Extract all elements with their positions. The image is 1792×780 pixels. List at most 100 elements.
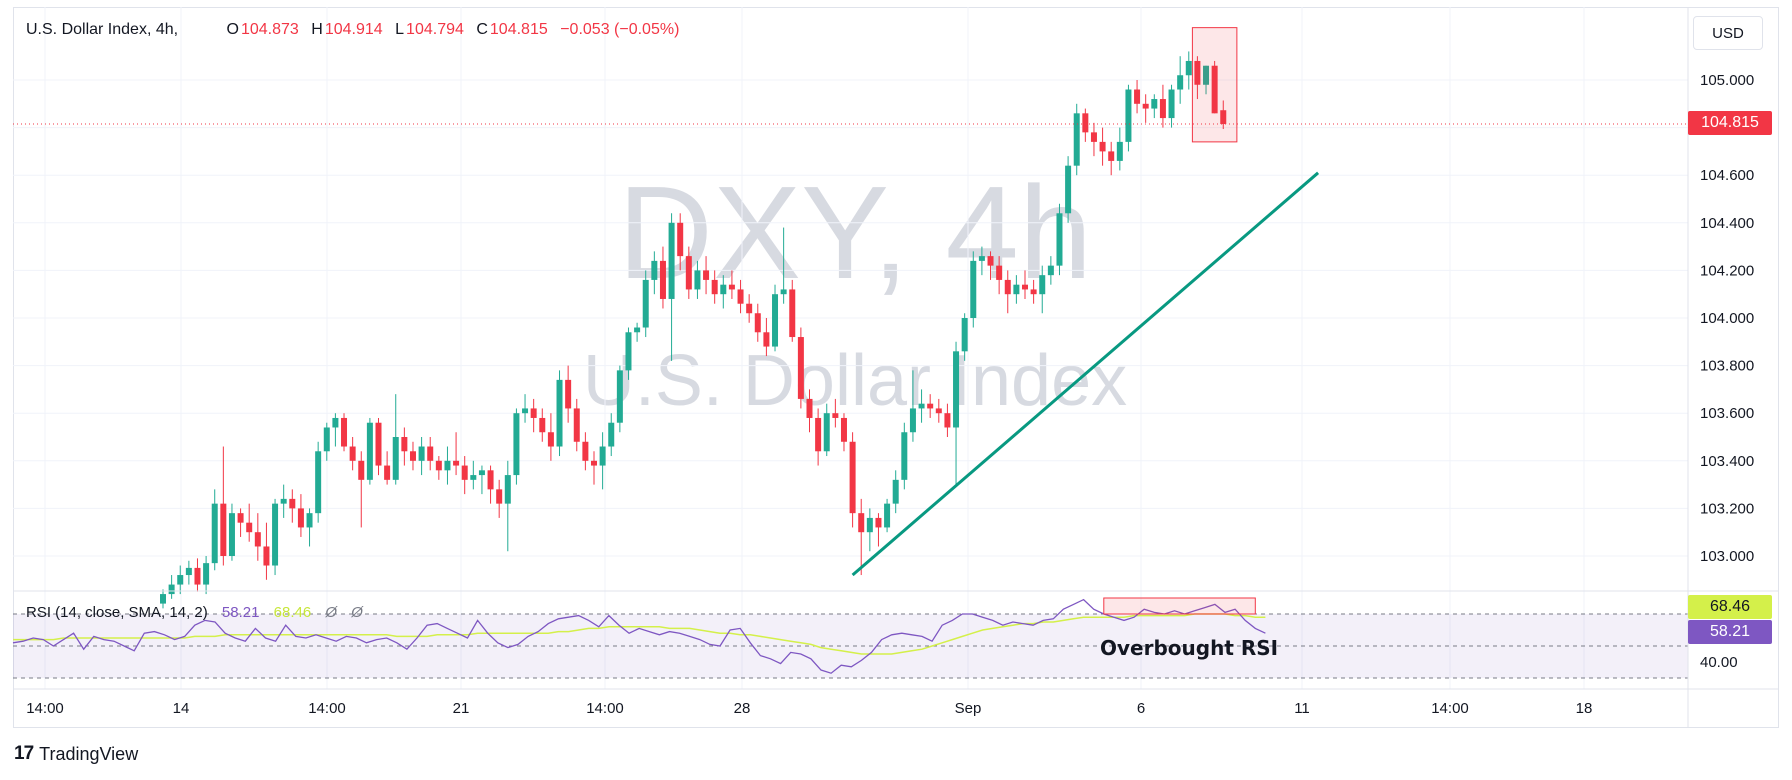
candle-body xyxy=(754,313,761,333)
time-tick-label: 18 xyxy=(1576,700,1593,717)
candle-body xyxy=(1030,289,1037,295)
rsi-legend[interactable]: RSI (14, close, SMA, 14, 2) 58.21 68.46 … xyxy=(26,604,363,621)
candle xyxy=(254,513,261,561)
candle xyxy=(194,558,201,592)
candle xyxy=(832,398,839,428)
candle xyxy=(1022,270,1028,299)
candle-body xyxy=(832,413,839,418)
candle-body xyxy=(728,284,735,290)
candle xyxy=(823,403,830,457)
time-tick-label: 14:00 xyxy=(1431,700,1469,717)
time-tick-label: 21 xyxy=(453,700,470,717)
candle xyxy=(444,446,451,485)
candle xyxy=(358,451,365,528)
candle xyxy=(289,489,296,523)
candle xyxy=(461,456,468,495)
candle-body xyxy=(530,408,537,418)
price-tick-label: 103.200 xyxy=(1700,500,1754,517)
candle-body xyxy=(978,256,985,261)
candle xyxy=(737,279,744,314)
price-tick-label: 104.600 xyxy=(1700,167,1754,184)
candle-body xyxy=(909,408,916,433)
rsi-line xyxy=(12,598,1266,674)
candle-body xyxy=(306,513,313,528)
candle xyxy=(1220,100,1227,130)
candle xyxy=(1082,108,1089,142)
candle-body xyxy=(289,498,296,509)
candle xyxy=(953,341,960,485)
time-axis[interactable]: 14:00 14 14:00 21 14:00 28 Sep 6 11 14:00 18 xyxy=(26,700,1592,717)
candle-body xyxy=(659,260,666,299)
candle-body xyxy=(194,567,201,585)
candle xyxy=(547,413,554,461)
close-value: 104.815 xyxy=(489,21,548,38)
candle xyxy=(220,446,227,566)
symbol-title: U.S. Dollar Index, 4h, xyxy=(26,21,179,38)
candle xyxy=(1211,60,1218,114)
high-value: 104.914 xyxy=(324,21,383,38)
candle-body xyxy=(927,403,934,409)
candle xyxy=(539,408,546,442)
price-tick-label: 103.600 xyxy=(1700,405,1754,422)
candle xyxy=(272,498,279,576)
candle xyxy=(616,365,623,433)
candle-body xyxy=(961,318,968,352)
time-tick-label: 11 xyxy=(1294,700,1310,717)
candles-layer xyxy=(160,51,1227,609)
candle xyxy=(1004,270,1011,314)
candle xyxy=(746,294,753,323)
tradingview-brand[interactable]: 17 TradingView xyxy=(14,743,138,765)
candle xyxy=(651,251,658,295)
chart-frame[interactable] xyxy=(13,7,1779,728)
candle xyxy=(866,508,873,552)
candle-body xyxy=(625,332,632,371)
candle-body xyxy=(746,303,753,314)
candle-body xyxy=(1047,265,1054,276)
candle-body xyxy=(384,465,391,480)
price-axis[interactable]: 105.000104.800104.600104.400104.200104.0… xyxy=(1700,72,1754,565)
rsi-title: RSI (14, close, SMA, 14, 2) xyxy=(26,604,208,621)
candle-body xyxy=(272,503,279,566)
candle-body xyxy=(358,460,365,480)
candle xyxy=(1194,56,1201,100)
candle-body xyxy=(996,265,1003,280)
candle xyxy=(892,470,899,514)
candle-body xyxy=(366,422,373,480)
candle xyxy=(909,370,916,442)
candle xyxy=(875,513,882,547)
candle-body xyxy=(1185,60,1192,76)
candle-body xyxy=(1177,75,1184,90)
candle-body xyxy=(203,563,210,585)
candle xyxy=(384,451,391,485)
candle xyxy=(1185,51,1192,90)
candle xyxy=(582,432,589,471)
candle xyxy=(323,422,330,461)
candle xyxy=(237,508,244,537)
candle xyxy=(1116,127,1123,171)
candle xyxy=(453,432,460,476)
currency-button[interactable]: USD xyxy=(1693,16,1763,50)
overbought-rsi-label: Overbought RSI xyxy=(1100,636,1278,660)
candle-body xyxy=(392,437,399,480)
rsi-highlight-box xyxy=(1103,597,1256,615)
candle xyxy=(1030,279,1037,304)
candle-body xyxy=(918,403,925,409)
candle-body xyxy=(263,546,270,566)
candle xyxy=(1125,84,1132,152)
open-value: 104.873 xyxy=(240,21,299,38)
price-tick-label: 104.200 xyxy=(1700,262,1754,279)
candle-body xyxy=(1168,89,1175,119)
candle-body xyxy=(177,575,184,585)
candle-body xyxy=(599,446,606,466)
candle-body xyxy=(780,289,787,295)
candle-body xyxy=(315,451,322,514)
candle xyxy=(1056,203,1063,276)
candle xyxy=(513,408,520,485)
candle xyxy=(228,503,235,561)
symbol-legend[interactable]: U.S. Dollar Index, 4h, O 104.873 H 104.914… xyxy=(26,21,681,39)
candle-body xyxy=(772,294,779,347)
candle-body xyxy=(970,260,977,318)
candle xyxy=(418,437,425,476)
candle xyxy=(168,575,175,599)
